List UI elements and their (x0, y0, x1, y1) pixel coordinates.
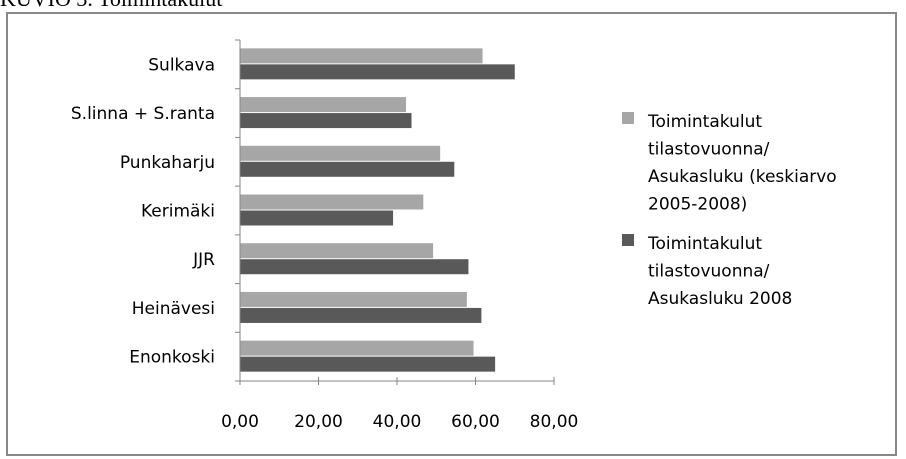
bar-2008 (240, 356, 496, 372)
bar-2008 (240, 307, 482, 323)
bars (240, 48, 515, 372)
category-label: Heinävesi (132, 299, 215, 319)
category-label: S.linna + S.ranta (71, 104, 215, 124)
category-label: Sulkava (148, 55, 215, 75)
bar-average (240, 340, 474, 356)
category-label: Kerimäki (141, 202, 215, 222)
bar-average (240, 48, 483, 64)
x-tick-label: 80,00 (530, 412, 579, 432)
category-labels: Enonkoski Heinävesi JJR Kerimäki Punkaharju S… (71, 55, 215, 367)
category-label: JJR (192, 250, 215, 270)
x-tick-label: 60,00 (451, 412, 500, 432)
x-tick-label: 40,00 (373, 412, 422, 432)
legend-label-line: Toimintakulut (647, 112, 762, 132)
bar-average (240, 194, 424, 210)
legend-swatch-2008 (622, 234, 634, 246)
legend-label-line: Asukasluku 2008 (648, 289, 792, 309)
bar-average (240, 97, 407, 113)
chart-frame (6, 12, 897, 456)
bar-average (240, 243, 434, 259)
category-label: Enonkoski (129, 348, 215, 368)
bar-2008 (240, 113, 412, 129)
x-tick-label: 0,00 (221, 412, 259, 432)
x-tick-label: 20,00 (294, 412, 343, 432)
bar-2008 (240, 161, 455, 177)
legend-label-line: tilastovuonna/ (648, 140, 770, 160)
figure-caption: KUVIO 3. Toimintakulut (0, 0, 222, 12)
legend-label-line: tilastovuonna/ (648, 262, 770, 282)
axis (235, 39, 555, 385)
legend-swatch-average (622, 112, 634, 124)
legend-label-line: Asukasluku (keskiarvo (648, 167, 837, 187)
bar-2008 (240, 259, 469, 275)
legend: Toimintakulut tilastovuonna/Asukasluku (k… (622, 112, 837, 309)
legend-label-line: Toimintakulut (647, 234, 762, 254)
bar-average (240, 291, 467, 307)
bar-2008 (240, 64, 515, 80)
tick-labels: 0,00 20,00 40,00 60,00 80,00 (221, 412, 578, 432)
bar-2008 (240, 210, 394, 226)
bar-average (240, 145, 441, 161)
legend-label-line: 2005-2008) (648, 195, 747, 215)
category-label: Punkaharju (120, 153, 215, 173)
